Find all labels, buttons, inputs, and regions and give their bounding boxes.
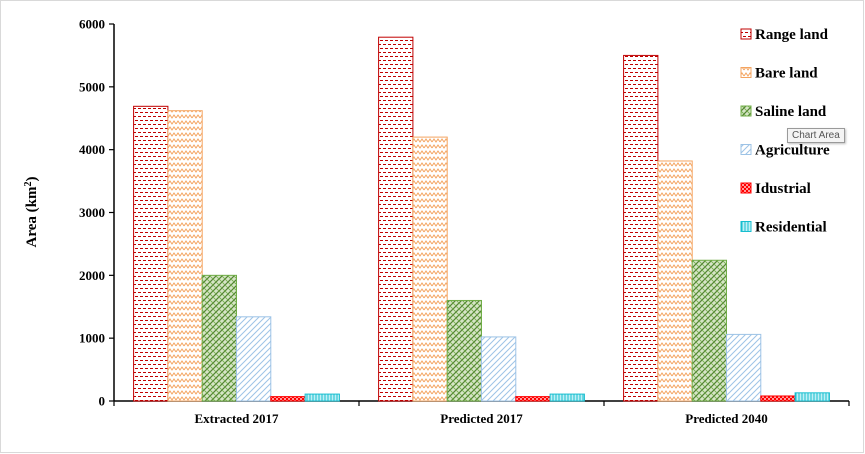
legend-label: Range land — [755, 27, 829, 43]
bar-saline-land — [201, 274, 237, 402]
bar-range-land — [623, 54, 659, 402]
legend-label: Saline land — [755, 104, 827, 120]
legend-swatch — [740, 28, 752, 40]
y-tick-label: 1000 — [79, 331, 105, 346]
bar-idustrial — [760, 395, 796, 402]
bar-bare-land — [167, 110, 203, 402]
y-tick-label: 0 — [99, 394, 106, 409]
legend-label: Agriculture — [755, 143, 830, 159]
bar-range-land — [133, 105, 169, 402]
bar-agriculture — [726, 333, 762, 402]
legend-label: Idustrial — [755, 181, 811, 197]
x-axis: Extracted 2017 Predicted 2017 Predicted 20… — [113, 400, 850, 426]
bar-bare-land — [412, 136, 448, 402]
bar-residential — [549, 393, 585, 402]
legend-swatch — [740, 144, 752, 155]
y-tick-label: 2000 — [79, 268, 105, 283]
legend-swatch — [740, 221, 752, 232]
bar-range-land — [378, 36, 414, 402]
legend-label: Bare land — [755, 66, 818, 82]
legend: Range land Bare land Saline land Agricultur… — [740, 27, 830, 236]
y-tick-label: 3000 — [79, 205, 105, 220]
bar-agriculture — [481, 336, 517, 402]
x-category-label: Extracted 2017 — [194, 411, 279, 426]
legend-swatch — [740, 182, 752, 194]
y-tick-label: 4000 — [79, 142, 105, 157]
bars — [133, 36, 830, 402]
y-axis: 0 1000 2000 3000 4000 5000 6000 — [79, 17, 115, 409]
legend-swatch — [740, 105, 752, 117]
y-axis-label-suffix: ) — [24, 177, 40, 182]
y-axis-label-text: Area (km — [24, 186, 40, 247]
bar-residential — [794, 392, 830, 402]
bar-agriculture — [236, 316, 272, 402]
legend-label: Residential — [755, 220, 827, 236]
x-category-label: Predicted 2017 — [440, 411, 523, 426]
y-tick-label: 5000 — [79, 79, 105, 94]
chart-area-tooltip: Chart Area — [787, 128, 845, 143]
y-axis-label: Area (km2) — [23, 177, 41, 248]
bar-residential — [304, 393, 340, 402]
legend-swatch — [740, 67, 752, 78]
bar-saline-land — [691, 259, 728, 402]
bar-idustrial — [515, 396, 551, 402]
y-axis-label-superscript: 2 — [23, 182, 34, 187]
bar-idustrial — [270, 396, 306, 402]
bar-saline-land — [446, 299, 483, 402]
bar-bare-land — [657, 160, 693, 402]
x-category-label: Predicted 2040 — [685, 411, 767, 426]
y-tick-label: 6000 — [79, 17, 105, 32]
